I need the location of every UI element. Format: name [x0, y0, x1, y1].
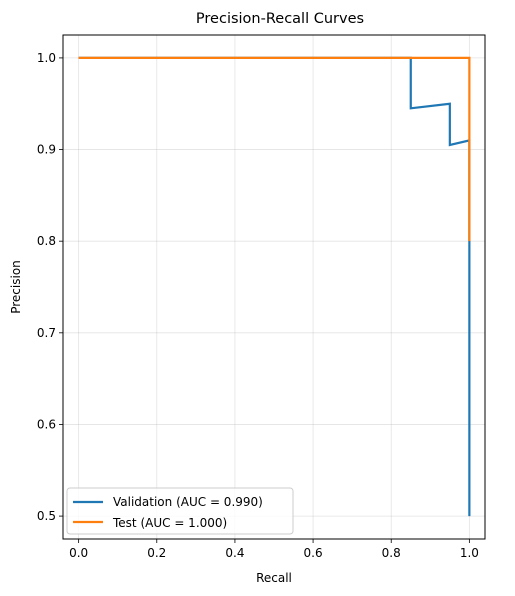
x-tick-label: 0.8	[382, 546, 401, 560]
y-axis-label: Precision	[9, 260, 23, 314]
x-tick-label: 0.2	[147, 546, 166, 560]
grid-lines	[63, 35, 485, 539]
y-tick-label: 0.9	[37, 143, 56, 157]
y-tick-label: 0.6	[37, 417, 56, 431]
series-layer	[78, 56, 471, 517]
legend-label-validation: Validation (AUC = 0.990)	[113, 495, 263, 509]
x-tick-label: 0.6	[304, 546, 323, 560]
x-tick-label: 0.0	[69, 546, 88, 560]
y-tick-label: 0.5	[37, 509, 56, 523]
chart-title: Precision-Recall Curves	[196, 11, 364, 27]
legend: Validation (AUC = 0.990) Test (AUC = 1.0…	[66, 487, 294, 535]
y-tick-label: 0.7	[37, 326, 56, 340]
x-tick-label: 0.4	[225, 546, 244, 560]
y-tick-label: 1.0	[37, 51, 56, 65]
x-tick-label: 1.0	[460, 546, 479, 560]
plot-frame	[62, 34, 486, 540]
x-axis-label: Recall	[256, 571, 292, 585]
legend-label-test: Test (AUC = 1.000)	[112, 516, 227, 530]
legend-box	[66, 487, 294, 535]
y-tick-label: 0.8	[37, 234, 56, 248]
y-axis-ticks: 0.5 0.6 0.7 0.8 0.9 1.0	[37, 51, 63, 523]
x-axis-ticks: 0.0 0.2 0.4 0.6 0.8 1.0	[69, 539, 479, 560]
test-series-line	[78, 56, 471, 242]
